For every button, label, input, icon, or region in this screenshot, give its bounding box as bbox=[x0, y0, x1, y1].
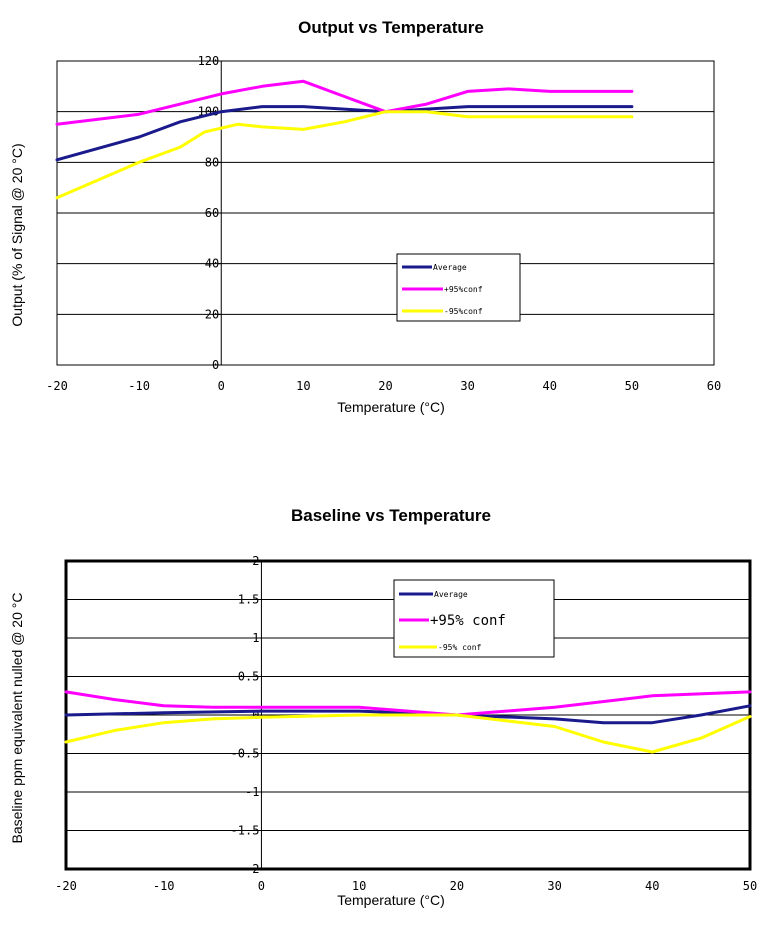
y-tick-label: 0 bbox=[252, 708, 259, 722]
x-tick-label: 30 bbox=[547, 879, 561, 893]
chart2-x-axis-label: Temperature (°C) bbox=[337, 892, 445, 908]
chart2-legend: Average +95% conf -95% conf bbox=[393, 579, 555, 658]
x-tick-label: -20 bbox=[46, 379, 68, 393]
x-tick-label: 30 bbox=[460, 379, 474, 393]
chart2-legend-label-plus95: +95% conf bbox=[430, 613, 506, 629]
x-tick-label: 50 bbox=[625, 379, 639, 393]
series-line-0 bbox=[64, 704, 752, 725]
series-line-0 bbox=[55, 105, 634, 162]
x-tick-label: 10 bbox=[296, 379, 310, 393]
y-tick-label: -0.5 bbox=[231, 747, 260, 761]
chart1-legend-label-average: Average bbox=[433, 263, 467, 272]
chart2-title: Baseline vs Temperature bbox=[291, 506, 491, 525]
x-tick-label: 20 bbox=[378, 379, 392, 393]
x-tick-label: 0 bbox=[218, 379, 225, 393]
chart1-title: Output vs Temperature bbox=[298, 18, 484, 37]
x-tick-label: 10 bbox=[352, 879, 366, 893]
x-tick-label: 60 bbox=[707, 379, 721, 393]
x-tick-label: 0 bbox=[258, 879, 265, 893]
chart1-legend-label-minus95: -95%conf bbox=[444, 307, 483, 316]
chart2-legend-label-minus95: -95% conf bbox=[438, 643, 482, 652]
x-tick-label: 40 bbox=[645, 879, 659, 893]
y-tick-label: 1 bbox=[252, 631, 259, 645]
series-line-1 bbox=[55, 79, 634, 126]
y-tick-label: -2 bbox=[245, 862, 259, 876]
chart1-legend: Average +95%conf -95%conf bbox=[396, 253, 521, 322]
y-tick-label: 0 bbox=[212, 358, 219, 372]
x-tick-label: -20 bbox=[55, 879, 77, 893]
series-line-2 bbox=[55, 110, 634, 200]
output-vs-temperature-chart: Output vs Temperature 020406080100120-20… bbox=[9, 18, 721, 415]
chart1-x-axis-label: Temperature (°C) bbox=[337, 399, 445, 415]
y-tick-label: 1.5 bbox=[238, 593, 260, 607]
chart1-y-axis-label: Output (% of Signal @ 20 °C) bbox=[9, 143, 25, 326]
chart2-legend-label-average: Average bbox=[434, 590, 468, 599]
series-line-2 bbox=[64, 713, 752, 754]
chart2-series bbox=[64, 690, 752, 754]
series-line-1 bbox=[64, 690, 752, 717]
x-tick-label: 50 bbox=[743, 879, 757, 893]
y-tick-label: 80 bbox=[205, 155, 219, 169]
x-tick-label: -10 bbox=[128, 379, 150, 393]
y-tick-label: -1.5 bbox=[231, 824, 260, 838]
y-tick-label: -1 bbox=[245, 785, 259, 799]
chart1-series bbox=[55, 79, 634, 200]
x-tick-label: 40 bbox=[543, 379, 557, 393]
chart2-y-axis-label: Baseline ppm equivalent nulled @ 20 °C bbox=[9, 593, 25, 844]
y-tick-label: 40 bbox=[205, 257, 219, 271]
x-tick-label: -10 bbox=[153, 879, 175, 893]
y-tick-label: 120 bbox=[198, 54, 220, 68]
chart2-tick-labels: -2 -1.5 -1 -0.5 0 0.5 1 1.5 2 -20 -10 0 10 20 30 40 50 bbox=[55, 554, 757, 893]
baseline-vs-temperature-chart: Baseline vs Temperature -2 -1.5 -1 -0.5 0 0.5… bbox=[9, 506, 757, 908]
y-tick-label: 60 bbox=[205, 206, 219, 220]
x-tick-label: 20 bbox=[450, 879, 464, 893]
y-tick-label: 2 bbox=[252, 554, 259, 568]
chart1-legend-label-plus95: +95%conf bbox=[444, 285, 483, 294]
y-tick-label: 20 bbox=[205, 307, 219, 321]
y-tick-label: 0.5 bbox=[238, 670, 260, 684]
